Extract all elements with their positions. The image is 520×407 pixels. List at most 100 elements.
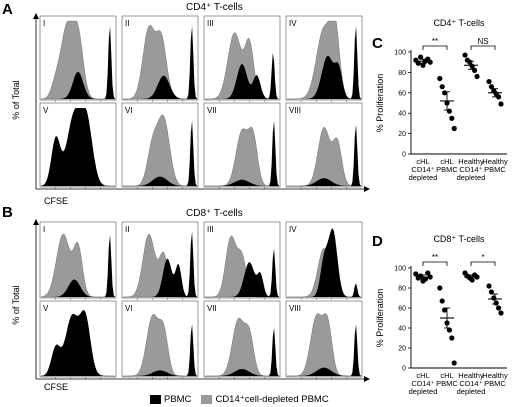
histogram-numeral: VI xyxy=(125,304,133,313)
dotplot-y-tick-label: 80 xyxy=(398,70,406,77)
panel-label-c: C xyxy=(372,35,383,52)
dotplot-point xyxy=(439,84,445,90)
dotplot-point xyxy=(474,73,480,80)
dotplot-y-tick-label: 20 xyxy=(398,346,406,353)
histogram-numeral: VIII xyxy=(289,106,301,115)
dotplot-y-tick-label: 20 xyxy=(398,131,406,138)
significance-label: ** xyxy=(432,253,438,262)
dotplot-point xyxy=(498,310,504,316)
x-axis-arrow xyxy=(364,376,370,382)
histogram-pbmc-fill xyxy=(287,324,361,376)
histogram-pbmc-fill xyxy=(205,120,279,186)
dotplot-point xyxy=(415,60,421,66)
dotplot-y-tick-label: 60 xyxy=(398,90,406,97)
histogram-pbmc-fill xyxy=(287,228,361,297)
dotplot-point xyxy=(427,274,433,280)
histogram-pbmc-fill xyxy=(41,108,115,186)
histogram-i: I xyxy=(39,15,117,102)
dotplot-category-label: cHL CD14⁺ depleted xyxy=(409,157,438,182)
legend-swatch-pbmc xyxy=(150,395,161,404)
significance-label: NS xyxy=(477,37,488,46)
histogram-depleted-fill xyxy=(123,313,197,377)
histogram-vi: VI xyxy=(121,300,199,379)
dotplot-category-label: Healthy PBMC xyxy=(482,157,508,174)
histogram-pbmc-fill xyxy=(41,234,115,297)
panel-label-d: D xyxy=(372,233,383,250)
histogram-pbmc-fill xyxy=(205,248,279,297)
dotplot-point xyxy=(488,289,494,295)
panel-a-xlabel: CFSE xyxy=(44,196,69,206)
dotplot-point xyxy=(472,67,478,73)
histogram-numeral: VII xyxy=(207,304,217,313)
dotplot-y-tick-label: 0 xyxy=(402,152,406,159)
panel-b-xlabel: CFSE xyxy=(44,382,69,392)
histogram-ii: II xyxy=(121,15,199,102)
dotplot-y-tick-label: 40 xyxy=(398,111,406,118)
significance-bracket xyxy=(422,45,448,50)
dotplot-y-tick-label: 100 xyxy=(394,266,406,273)
histogram-depleted-fill xyxy=(123,24,197,100)
histogram-v: V xyxy=(39,102,117,189)
histogram-viii: VIII xyxy=(285,102,363,189)
histogram-viii: VIII xyxy=(285,300,363,379)
histogram-i: I xyxy=(39,221,117,300)
dotplot-category-label: Healthy PBMC xyxy=(482,371,508,388)
dotplot-point xyxy=(439,298,445,304)
histogram-pbmc-fill xyxy=(123,25,197,99)
significance-label: ** xyxy=(432,37,438,46)
legend: PBMC CD14⁺cell-depleted PBMC xyxy=(150,394,329,405)
dotplot-y-tick-label: 40 xyxy=(398,326,406,333)
dotplot-point xyxy=(496,94,502,100)
panel-a-histograms: I II III IVV VI VII VIII xyxy=(33,13,370,192)
dotplot-category-label: cHL CD14⁺ depleted xyxy=(409,371,438,396)
legend-label-pbmc: PBMC xyxy=(164,394,192,405)
dotplot-point xyxy=(491,295,497,301)
dotplot-point xyxy=(442,307,448,313)
dotplot-point xyxy=(418,54,424,60)
significance-label: * xyxy=(481,253,484,262)
significance-bracket xyxy=(470,45,496,50)
histogram-numeral: II xyxy=(125,19,129,28)
histogram-iii: III xyxy=(203,221,281,300)
dotplot-point xyxy=(437,75,443,82)
histogram-numeral: VI xyxy=(125,106,133,115)
histogram-depleted-fill xyxy=(123,114,197,187)
histogram-depleted-fill xyxy=(205,126,279,187)
histogram-pbmc-fill xyxy=(123,120,197,186)
histogram-pbmc-fill xyxy=(205,327,279,376)
dotplot-point xyxy=(469,277,475,283)
dotplot-point xyxy=(486,78,492,85)
histogram-numeral: VIII xyxy=(289,304,301,313)
dotplot-point xyxy=(488,84,494,90)
dotplot-category-label: cHL PBMC xyxy=(436,371,458,388)
histogram-numeral: I xyxy=(43,225,45,234)
dotplot-y-tick-label: 80 xyxy=(398,286,406,293)
dotplot-point xyxy=(493,300,499,306)
histogram-numeral: V xyxy=(43,106,49,115)
dotplot-point xyxy=(451,360,457,366)
histogram-iv: IV xyxy=(285,15,363,102)
y-axis-arrow xyxy=(33,13,39,19)
dotplot-ylabel: % Proliferation xyxy=(375,74,385,133)
histogram-v: V xyxy=(39,300,117,379)
dotplot-point xyxy=(420,62,426,68)
dotplot-y-tick-label: 100 xyxy=(394,50,406,57)
histogram-ii: II xyxy=(121,221,199,300)
panel-c-dotplot: CD4⁺ T-cells % Proliferation 0 20 40 60 80 100 c… xyxy=(375,18,508,182)
histogram-pbmc-fill xyxy=(205,52,279,99)
dotplot-point xyxy=(496,305,502,311)
dotplot-ylabel: % Proliferation xyxy=(375,289,385,348)
histogram-numeral: VII xyxy=(207,106,217,115)
dotplot-category-label: Healthy CD14⁺ depleted xyxy=(457,157,486,182)
histogram-depleted-fill xyxy=(287,313,361,377)
dotplot-point xyxy=(437,285,443,291)
dotplot-point xyxy=(462,52,468,58)
histogram-vii: VII xyxy=(203,300,281,379)
histogram-numeral: II xyxy=(125,225,129,234)
dotplot-category-label: cHL PBMC xyxy=(436,157,458,174)
panel-label-a: A xyxy=(2,1,13,18)
dotplot-y-tick-label: 0 xyxy=(402,366,406,373)
histogram-pbmc-fill xyxy=(123,231,197,297)
dotplot-point xyxy=(449,335,455,341)
panel-label-b: B xyxy=(2,204,13,221)
